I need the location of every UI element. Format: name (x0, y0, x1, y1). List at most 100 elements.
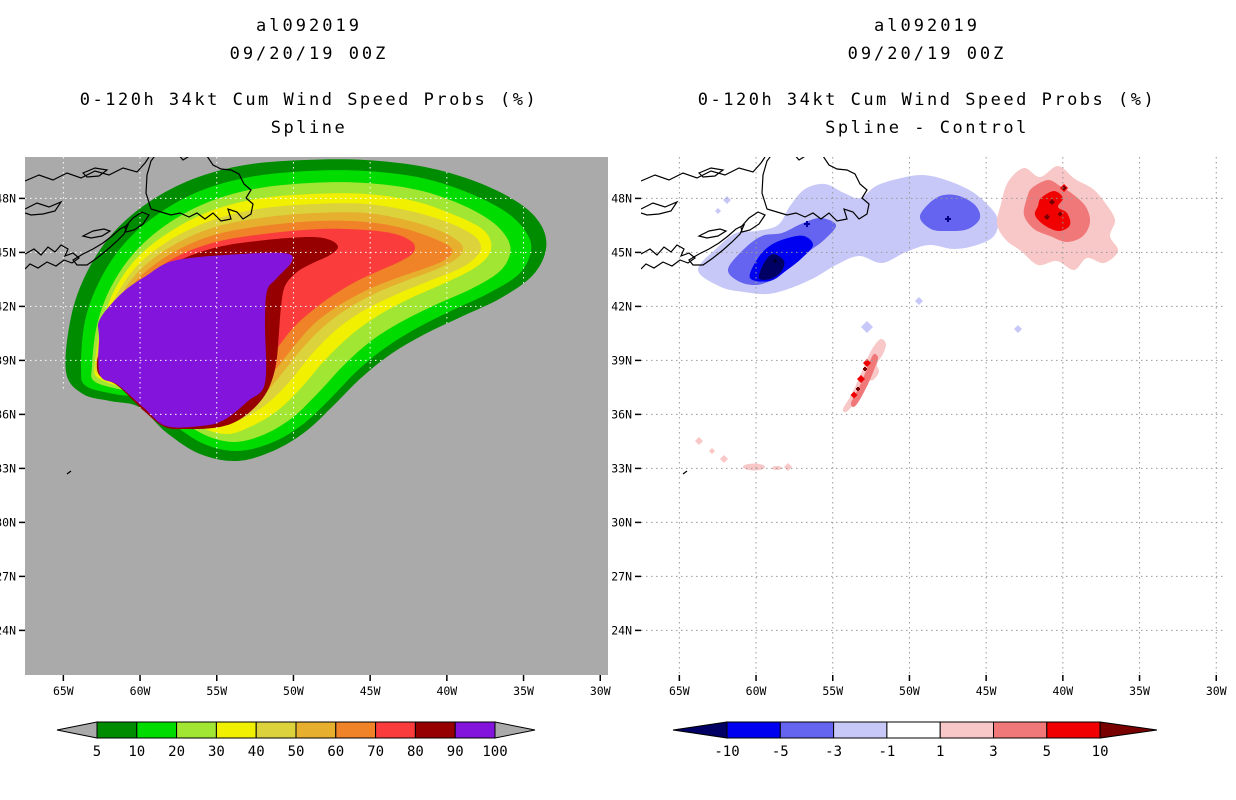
lat-tick-label: 33N (0, 461, 16, 475)
colorbar-segment (939, 721, 995, 739)
difference-colorbar: -10 -5 -3 -1 1 3 5 10 (672, 721, 1158, 760)
coastline (66, 470, 72, 475)
extreme-marker (773, 259, 777, 263)
panel-header: al092019 09/20/19 00Z 0-120h 34kt Cum Wi… (0, 12, 618, 142)
coastline (145, 157, 254, 222)
coastline (25, 244, 80, 270)
colorbar-tick-label: 50 (288, 744, 305, 760)
lon-tick-label: 60W (130, 684, 151, 698)
gridlines (25, 157, 547, 462)
speck (784, 463, 792, 471)
extreme-marker (863, 367, 867, 371)
init-time: 09/20/19 00Z (847, 44, 1007, 64)
extreme-marker (856, 387, 860, 391)
speck (863, 359, 871, 367)
speck (915, 297, 923, 305)
lat-tick-label: 36N (0, 407, 16, 421)
coastline (641, 244, 696, 270)
colorbar-right-arrow (494, 721, 536, 739)
colorbar-tick-label: 3 (989, 744, 997, 760)
lon-tick-label: 50W (283, 684, 304, 698)
product-title: 0-120h 34kt Cum Wind Speed Probs (%) (79, 90, 539, 110)
lat-tick-label: 30N (611, 515, 632, 529)
lon-tick-label: 65W (53, 684, 74, 698)
coastline (25, 200, 63, 216)
method-label: Spline - Control (825, 118, 1029, 138)
colorbar-tick-label: 80 (407, 744, 424, 760)
speck (720, 455, 728, 463)
lon-tick-label: 65W (669, 684, 690, 698)
lon-tick-label: 45W (976, 684, 997, 698)
extreme-marker (945, 216, 951, 222)
colorbar-left-arrow (672, 721, 728, 739)
colorbar-tick-label: 60 (327, 744, 344, 760)
lat-tick-label: 42N (0, 299, 16, 313)
colorbar-tick-label: -10 (714, 744, 739, 760)
lon-tick-label: 55W (206, 684, 227, 698)
colorbar-segment (136, 721, 178, 739)
lat-tick-label: 45N (611, 245, 632, 259)
lat-tick-label: 24N (611, 623, 632, 637)
lon-tick-label: 30W (590, 684, 611, 698)
colorbar-tick-label: 90 (447, 744, 464, 760)
diff-negative-core (758, 253, 785, 280)
lon-tick-label: 40W (436, 684, 457, 698)
coastline (740, 211, 766, 233)
map-inner (641, 157, 1224, 675)
panel-header: al092019 09/20/19 00Z 0-120h 34kt Cum Wi… (618, 12, 1236, 142)
lon-tick-label: 55W (822, 684, 843, 698)
lat-tick-label: 48N (611, 191, 632, 205)
diff-positive-core (1034, 191, 1071, 231)
colorbar-tick-label: 10 (128, 744, 145, 760)
coastline (697, 228, 728, 239)
colorbar-segment (176, 721, 217, 739)
lon-tick-label: 50W (899, 684, 920, 698)
lat-tick-label: 45N (0, 245, 16, 259)
colorbar-segment (726, 721, 781, 739)
product-title: 0-120h 34kt Cum Wind Speed Probs (%) (697, 90, 1157, 110)
probability-map: 48N 45N 42N 39N 36N 33N 30N 27N 24N 65W 60W 55W 50W 4… (0, 157, 611, 698)
colorbar-segment (454, 721, 496, 739)
colorbar-segment (779, 721, 835, 739)
colorbar-tick-label: -1 (878, 744, 895, 760)
speck (695, 437, 703, 445)
coastlines (641, 157, 870, 475)
speck (723, 196, 731, 204)
colorbar-segment (335, 721, 377, 739)
colorbar-segment (255, 721, 297, 739)
lat-tick-label: 24N (0, 623, 16, 637)
speck (1049, 199, 1055, 205)
lon-tick-label: 40W (1052, 684, 1073, 698)
lat-tick-label: 39N (611, 353, 632, 367)
panel-spline-minus-control: al092019 09/20/19 00Z 0-120h 34kt Cum Wi… (611, 0, 1236, 800)
lat-tick-label: 27N (611, 569, 632, 583)
coastline (81, 228, 112, 239)
lat-tick-label: 39N (0, 353, 16, 367)
coastline (641, 157, 766, 182)
lon-tick-label: 60W (746, 684, 767, 698)
speck (1044, 214, 1050, 220)
colorbar-segment (96, 721, 138, 739)
colorbar-left-arrow (56, 721, 98, 739)
contour-band-90 (98, 252, 293, 428)
coastline (641, 200, 679, 216)
lat-tick-label: 36N (611, 407, 632, 421)
colorbar-segment (1046, 721, 1101, 739)
coastline (81, 167, 109, 178)
speck (1057, 211, 1063, 217)
speck (850, 391, 858, 399)
coastline (124, 211, 150, 233)
colorbar-root: 5 10 20 30 40 50 60 70 80 90 100 (56, 721, 536, 760)
speck (709, 448, 715, 454)
colorbar-tick-label: 5 (93, 744, 101, 760)
colorbar-segment (375, 721, 416, 739)
lat-tick-label: 33N (611, 461, 632, 475)
diff-negative-mid-east (919, 194, 981, 232)
lat-tick-label: 27N (0, 569, 16, 583)
difference-map: 48N 45N 42N 39N 36N 33N 30N 27N 24N 65W 60W 55W 50W 4… (611, 157, 1227, 698)
colorbar-tick-label: 100 (482, 744, 507, 760)
coastline (25, 157, 150, 182)
extreme-marker (804, 221, 810, 227)
diff-positive-streak-mid (850, 353, 878, 408)
